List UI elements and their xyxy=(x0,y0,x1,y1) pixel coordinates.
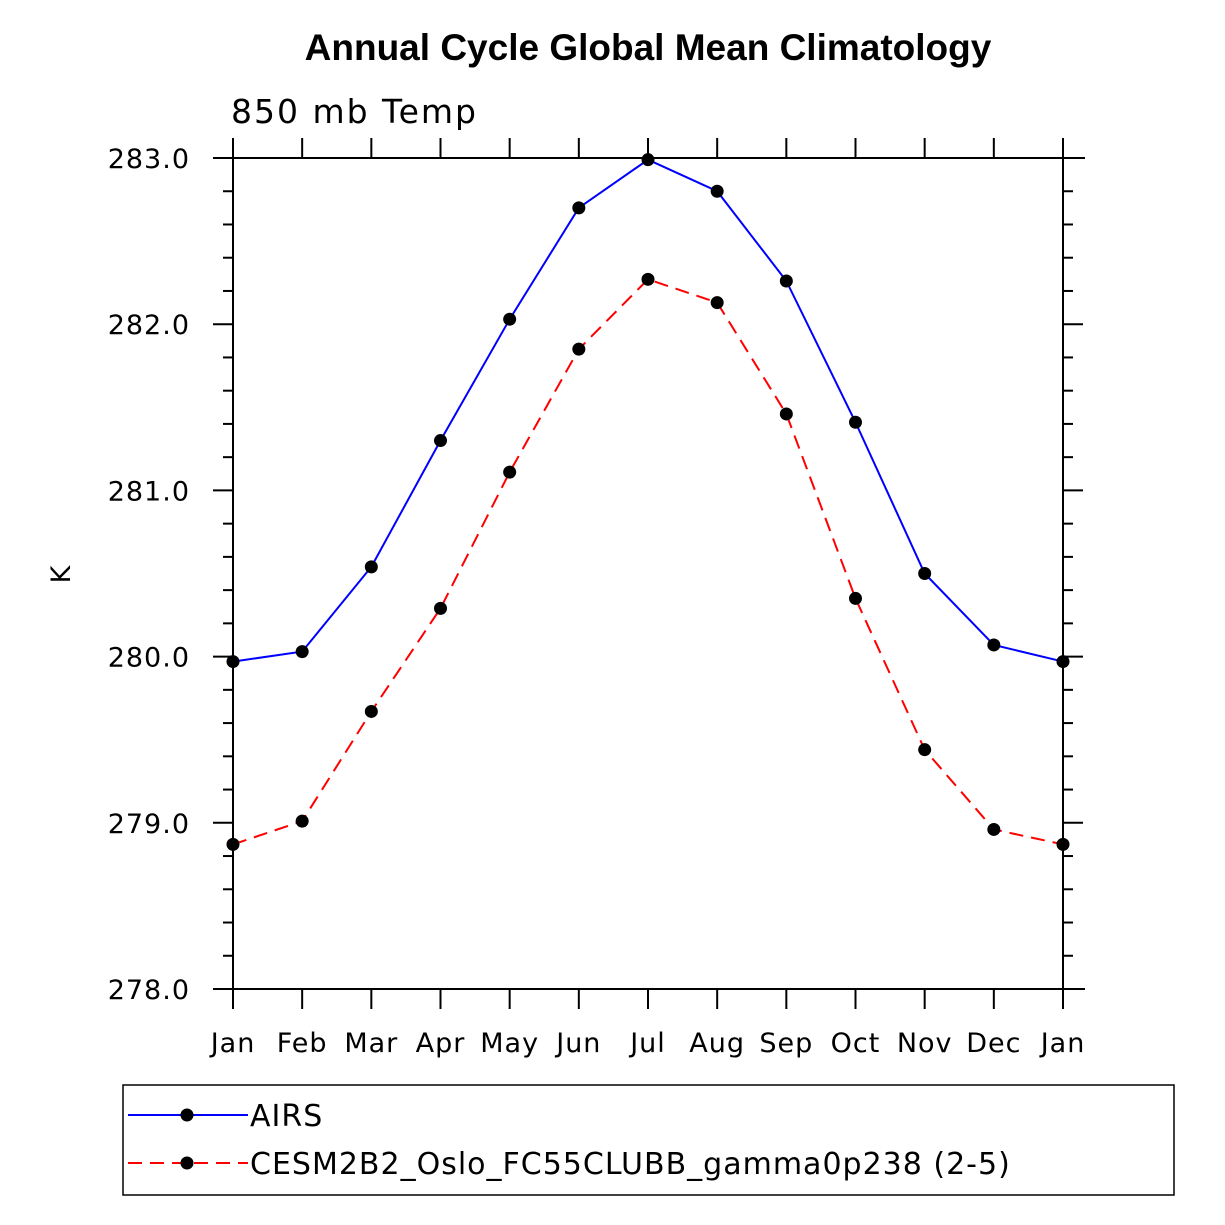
data-point xyxy=(849,591,862,605)
data-point xyxy=(1056,655,1070,669)
x-tick-label: Apr xyxy=(416,1028,466,1059)
data-point xyxy=(226,655,240,669)
series-line-0 xyxy=(232,158,1064,663)
x-tick-label: Sep xyxy=(759,1028,813,1059)
y-tick-label: 282.0 xyxy=(108,310,190,341)
x-tick-label: Jun xyxy=(554,1028,601,1059)
series-line-1 xyxy=(232,278,1064,846)
x-tick-label: May xyxy=(480,1028,539,1059)
data-point xyxy=(503,465,517,479)
data-point xyxy=(226,837,240,851)
data-point xyxy=(295,645,309,659)
x-tick-label: Jan xyxy=(209,1028,256,1059)
x-tick-label: Nov xyxy=(897,1028,953,1059)
y-tick-label: 278.0 xyxy=(108,975,190,1006)
chart-title: Annual Cycle Global Mean Climatology xyxy=(305,27,992,68)
data-point xyxy=(572,201,586,215)
data-point xyxy=(295,814,309,828)
legend-box xyxy=(122,1084,1175,1196)
data-point xyxy=(779,274,793,288)
y-axis-label: K xyxy=(46,564,77,583)
data-point xyxy=(918,743,932,757)
legend-label: AIRS xyxy=(250,1099,323,1134)
x-tick-label: Aug xyxy=(689,1028,745,1059)
legend-label: CESM2B2_Oslo_FC55CLUBB_gamma0p238 (2-5) xyxy=(250,1147,1011,1182)
data-point xyxy=(434,434,447,448)
data-point xyxy=(1056,837,1070,851)
data-point xyxy=(987,822,1001,836)
data-point xyxy=(641,153,655,167)
x-tick-label: Dec xyxy=(966,1028,1021,1059)
data-point xyxy=(572,342,586,356)
x-tick-label: Mar xyxy=(344,1028,398,1059)
series-group xyxy=(226,153,1070,851)
x-tick-label: Jul xyxy=(628,1028,666,1059)
legend: AIRS CESM2B2_Oslo_FC55CLUBB_gamma0p238 (2… xyxy=(122,1084,1175,1196)
x-tick-label: Feb xyxy=(277,1028,328,1059)
y-tick-label: 283.0 xyxy=(108,144,190,175)
chart-subtitle: 850 mb Temp xyxy=(231,92,478,131)
legend-marker xyxy=(180,1108,194,1122)
data-point xyxy=(503,312,517,326)
y-tick-label: 281.0 xyxy=(108,476,190,507)
axes: Jan Feb Mar Apr May Jun Jul Aug Sep Oct Nov Dec Jan 2… xyxy=(108,138,1086,1059)
data-point xyxy=(849,415,862,429)
data-point xyxy=(918,567,932,580)
x-tick-label: Oct xyxy=(831,1028,881,1059)
data-point xyxy=(779,407,793,421)
data-point xyxy=(641,272,655,286)
data-point xyxy=(987,638,1001,652)
y-tick-label: 280.0 xyxy=(108,643,190,674)
legend-marker xyxy=(180,1156,194,1170)
data-point xyxy=(710,296,724,310)
x-tick-label: Jan xyxy=(1039,1028,1086,1059)
data-point xyxy=(364,560,378,574)
data-point xyxy=(434,601,447,615)
data-point xyxy=(710,184,724,198)
data-point xyxy=(364,704,378,718)
y-tick-label: 279.0 xyxy=(108,809,190,840)
